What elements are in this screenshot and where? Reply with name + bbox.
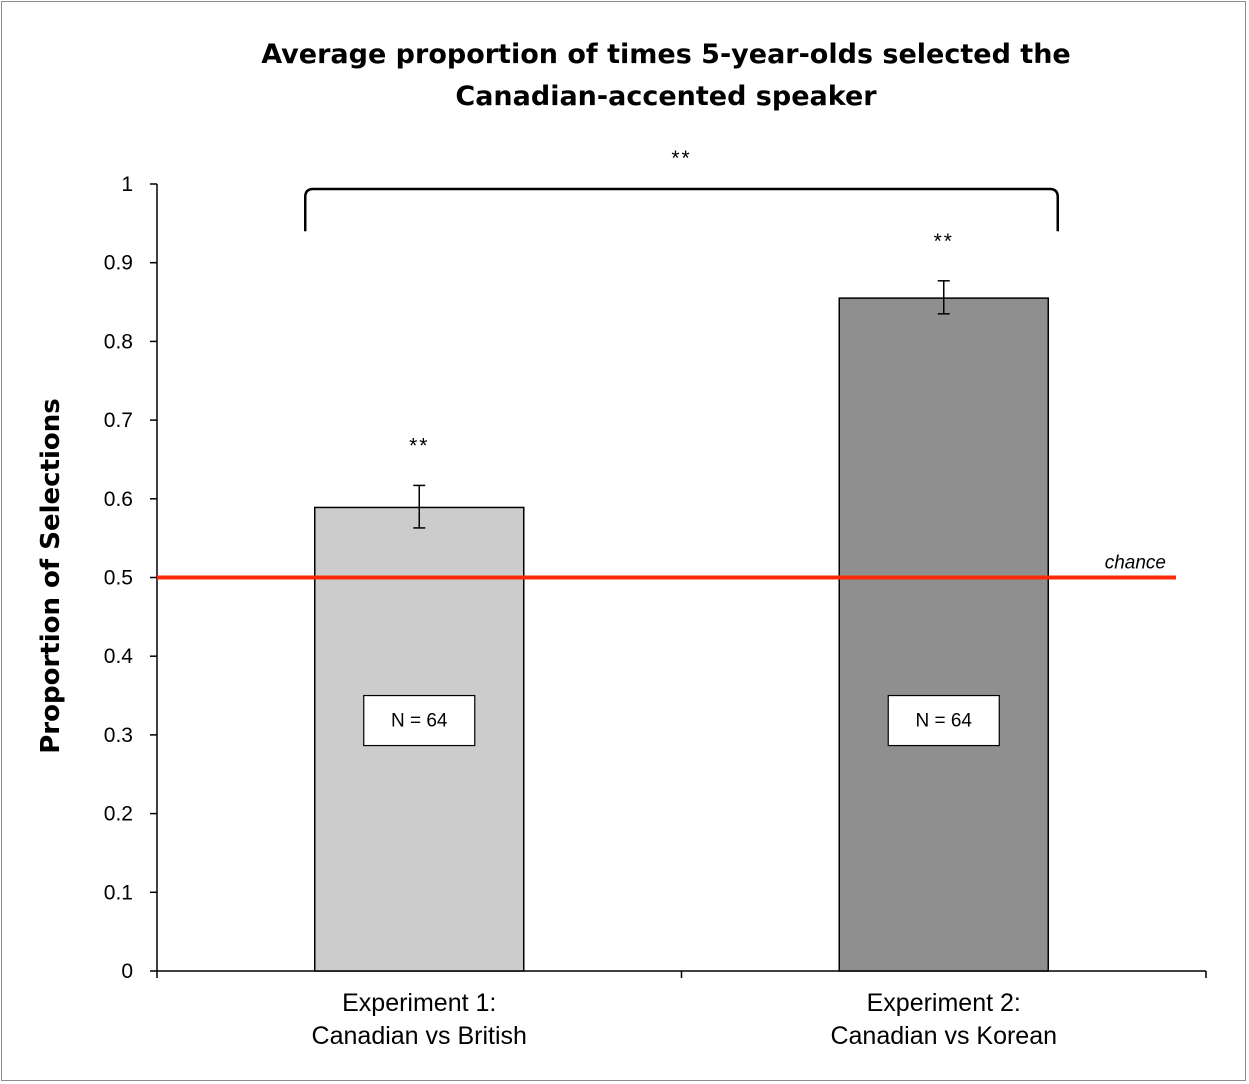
y-tick-label: 1 [121,173,133,196]
y-tick-label: 0.8 [104,330,133,353]
sample-size-box [887,694,1000,747]
sample-size-box [363,694,476,747]
y-tick-label: 0.7 [104,409,133,432]
y-tick-label: 0 [121,960,133,983]
y-tick-label: 0.6 [104,488,133,511]
y-tick-label: 0.2 [104,803,133,826]
x-category-label: Experiment 1: [342,989,496,1017]
bar-significance-marker: ** [934,230,954,253]
sample-size-label: N = 64 [915,711,972,732]
y-tick-label: 0.5 [104,567,133,590]
x-category-label: Experiment 2: [867,989,1021,1017]
y-tick-label: 0.4 [104,645,134,668]
chance-label: chance [1105,553,1166,574]
chart-title-line-1: Average proportion of times 5-year-olds … [261,39,1071,70]
bar-significance-marker: ** [409,434,429,457]
sample-size-label: N = 64 [391,711,448,732]
comparison-bracket [304,187,1059,232]
x-category-label: Canadian vs Korean [830,1022,1057,1050]
plot-area: 0 0.1 0.2 0.3 0.4 0.5 0.6 0.7 0.8 0.9 1 ** N = 64 Exp… [104,147,1207,1050]
chart-title: Average proportion of times 5-year-olds … [261,39,1071,112]
comparison-significance-marker: ** [671,147,691,170]
chart-title-line-2: Canadian-accented speaker [455,81,877,112]
bar [838,297,1049,972]
x-category-label: Canadian vs British [312,1022,527,1050]
y-tick-label: 0.1 [104,881,133,904]
y-axis-label: Proportion of Selections [36,398,66,754]
y-tick-label: 0.3 [104,724,133,747]
y-tick-label: 0.9 [104,252,133,275]
